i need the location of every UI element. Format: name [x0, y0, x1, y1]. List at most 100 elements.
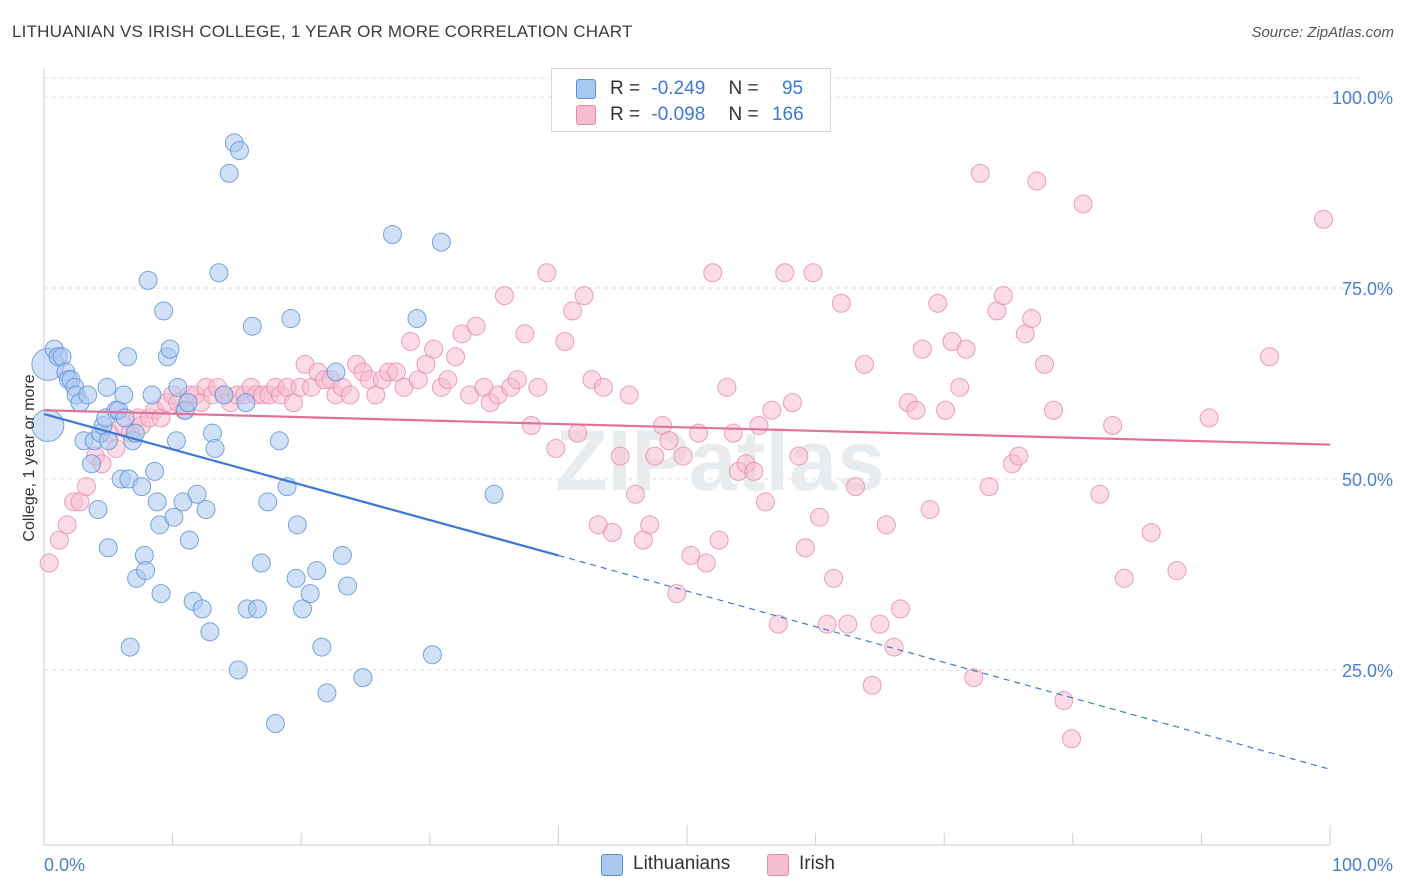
lithuanians-point	[353, 668, 373, 688]
irish-point	[563, 301, 583, 321]
irish-point	[57, 515, 77, 535]
lithuanians-point	[160, 339, 180, 359]
lithuanians-point	[214, 385, 234, 405]
irish-point	[838, 614, 858, 634]
irish-point	[723, 423, 743, 443]
legend-n-value: 166	[771, 104, 804, 125]
legend-r-value: -0.249	[651, 78, 706, 99]
lithuanians-point	[236, 393, 256, 413]
irish-point	[1167, 561, 1187, 581]
irish-point	[890, 599, 910, 619]
lithuanian-points	[31, 133, 504, 733]
lithuanians-point	[251, 553, 271, 573]
irish-point	[717, 377, 737, 397]
irish-point	[696, 553, 716, 573]
lithuanians-point	[145, 461, 165, 481]
irish-point	[507, 370, 527, 390]
lithuanians-point	[317, 683, 337, 703]
irish-point	[920, 500, 940, 520]
irish-point	[39, 553, 59, 573]
trend-lines	[43, 409, 1331, 770]
lithuanians-point	[136, 561, 156, 581]
irish-point	[762, 400, 782, 420]
irish-point	[416, 354, 436, 374]
lithuanians-point	[142, 385, 162, 405]
x-tick-label: 100.0%	[1332, 855, 1393, 875]
irish-point	[521, 416, 541, 436]
axes	[43, 68, 1331, 846]
irish-point	[876, 515, 896, 535]
bottom-legend-swatch-lithuanians	[601, 854, 623, 876]
irish-point	[494, 286, 514, 306]
irish-point	[884, 637, 904, 657]
lithuanians-point	[132, 477, 152, 497]
irish-point	[667, 584, 687, 604]
legend-r-label: R =	[610, 104, 641, 125]
lithuanians-point	[166, 431, 186, 451]
irish-point	[1009, 446, 1029, 466]
lithuanians-point	[78, 385, 98, 405]
irish-point	[709, 530, 729, 550]
irish-point	[817, 614, 837, 634]
irish-point	[928, 293, 948, 313]
legend-n-label: N =	[728, 104, 759, 125]
irish-point	[845, 477, 865, 497]
lithuanians-point	[192, 599, 212, 619]
lithuanians-point	[258, 492, 278, 512]
y-axis-label: College, 1 year or more	[21, 374, 38, 541]
irish-point	[935, 400, 955, 420]
irish-point	[1035, 354, 1055, 374]
irish-point	[1103, 416, 1123, 436]
lithuanians-point	[187, 484, 207, 504]
irish-point	[537, 263, 557, 283]
tick-labels: 100.0% 75.0% 50.0% 25.0% 0.0% 100.0%	[44, 88, 1393, 875]
irish-point	[1260, 347, 1280, 367]
lithuanians-point	[97, 377, 117, 397]
irish-point	[854, 354, 874, 374]
irish-point	[964, 668, 984, 688]
y-tick-label: 75.0%	[1342, 279, 1393, 299]
lithuanians-trend-line	[43, 412, 559, 557]
irish-point	[515, 324, 535, 344]
lithuanians-point	[337, 576, 357, 596]
irish-point	[466, 316, 486, 336]
lithuanians-point	[114, 385, 134, 405]
lithuanians-point	[326, 362, 346, 382]
lithuanians-point	[98, 538, 118, 558]
irish-point	[1141, 522, 1161, 542]
lithuanians-point	[229, 140, 249, 160]
legend-r-label: R =	[610, 78, 641, 99]
irish-point	[386, 362, 406, 382]
irish-point	[970, 163, 990, 183]
irish-point	[703, 263, 723, 283]
irish-point	[1054, 691, 1074, 711]
lithuanians-point	[120, 637, 140, 657]
lithuanians-point	[383, 225, 403, 245]
lithuanians-point	[247, 599, 267, 619]
irish-point	[809, 507, 829, 527]
legend-r-value: -0.098	[651, 104, 706, 125]
irish-trend-line	[43, 409, 1331, 446]
irish-point	[1022, 309, 1042, 329]
lithuanians-point	[286, 568, 306, 588]
irish-point	[626, 484, 646, 504]
lithuanians-point	[168, 377, 188, 397]
lithuanians-point	[287, 515, 307, 535]
irish-point	[1090, 484, 1110, 504]
irish-point	[862, 675, 882, 695]
irish-point	[1114, 568, 1134, 588]
grid-lines	[44, 77, 1365, 671]
irish-point	[912, 339, 932, 359]
chart-title: LITHUANIAN VS IRISH COLLEGE, 1 YEAR OR M…	[12, 22, 633, 41]
irish-point	[1044, 400, 1064, 420]
irish-point	[593, 377, 613, 397]
lithuanians-point	[431, 232, 451, 252]
lithuanians-point	[179, 530, 199, 550]
irish-point	[568, 423, 588, 443]
lithuanians-trend-extension	[558, 554, 1331, 770]
irish-point	[1027, 171, 1047, 191]
lithuanians-point	[209, 263, 229, 283]
irish-point	[1314, 209, 1334, 229]
lithuanians-point	[407, 309, 427, 329]
source-label: Source: ZipAtlas.com	[1251, 24, 1394, 41]
